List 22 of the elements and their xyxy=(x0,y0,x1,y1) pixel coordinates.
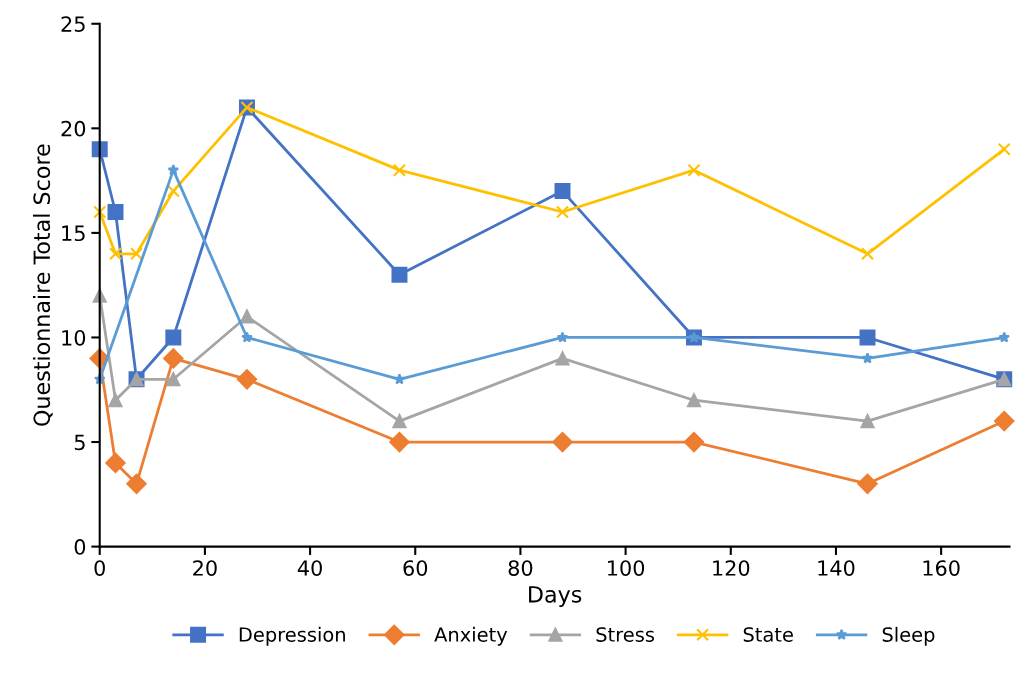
x-tick-label: 40 xyxy=(297,560,322,576)
y-tick-label: 20 xyxy=(61,120,86,137)
x-tick-label: 60 xyxy=(403,560,428,576)
x-axis-title: Days xyxy=(529,586,582,608)
legend-label: Sleep xyxy=(882,626,935,646)
y-tick-label: 5 xyxy=(74,434,85,451)
x-tick-label: 100 xyxy=(608,560,645,576)
x-tick-label: 0 xyxy=(94,560,105,576)
x-tick-label: 20 xyxy=(193,560,217,576)
y-tick-label: 25 xyxy=(61,16,85,32)
legend-label: Anxiety xyxy=(434,626,508,646)
y-axis-title: Questionnaire Total Score xyxy=(32,144,53,426)
y-tick-label: 15 xyxy=(62,225,85,242)
x-tick-label: 80 xyxy=(508,560,533,576)
y-tick-label: 10 xyxy=(62,329,86,346)
x-tick-label: 140 xyxy=(818,560,855,576)
legend-label: Depression xyxy=(239,626,345,646)
y-tick-label: 0 xyxy=(74,539,86,555)
x-tick-label: 160 xyxy=(923,560,960,576)
legend-label: State xyxy=(743,627,793,642)
x-tick-label: 120 xyxy=(713,560,750,576)
legend-label: Stress xyxy=(596,627,655,642)
